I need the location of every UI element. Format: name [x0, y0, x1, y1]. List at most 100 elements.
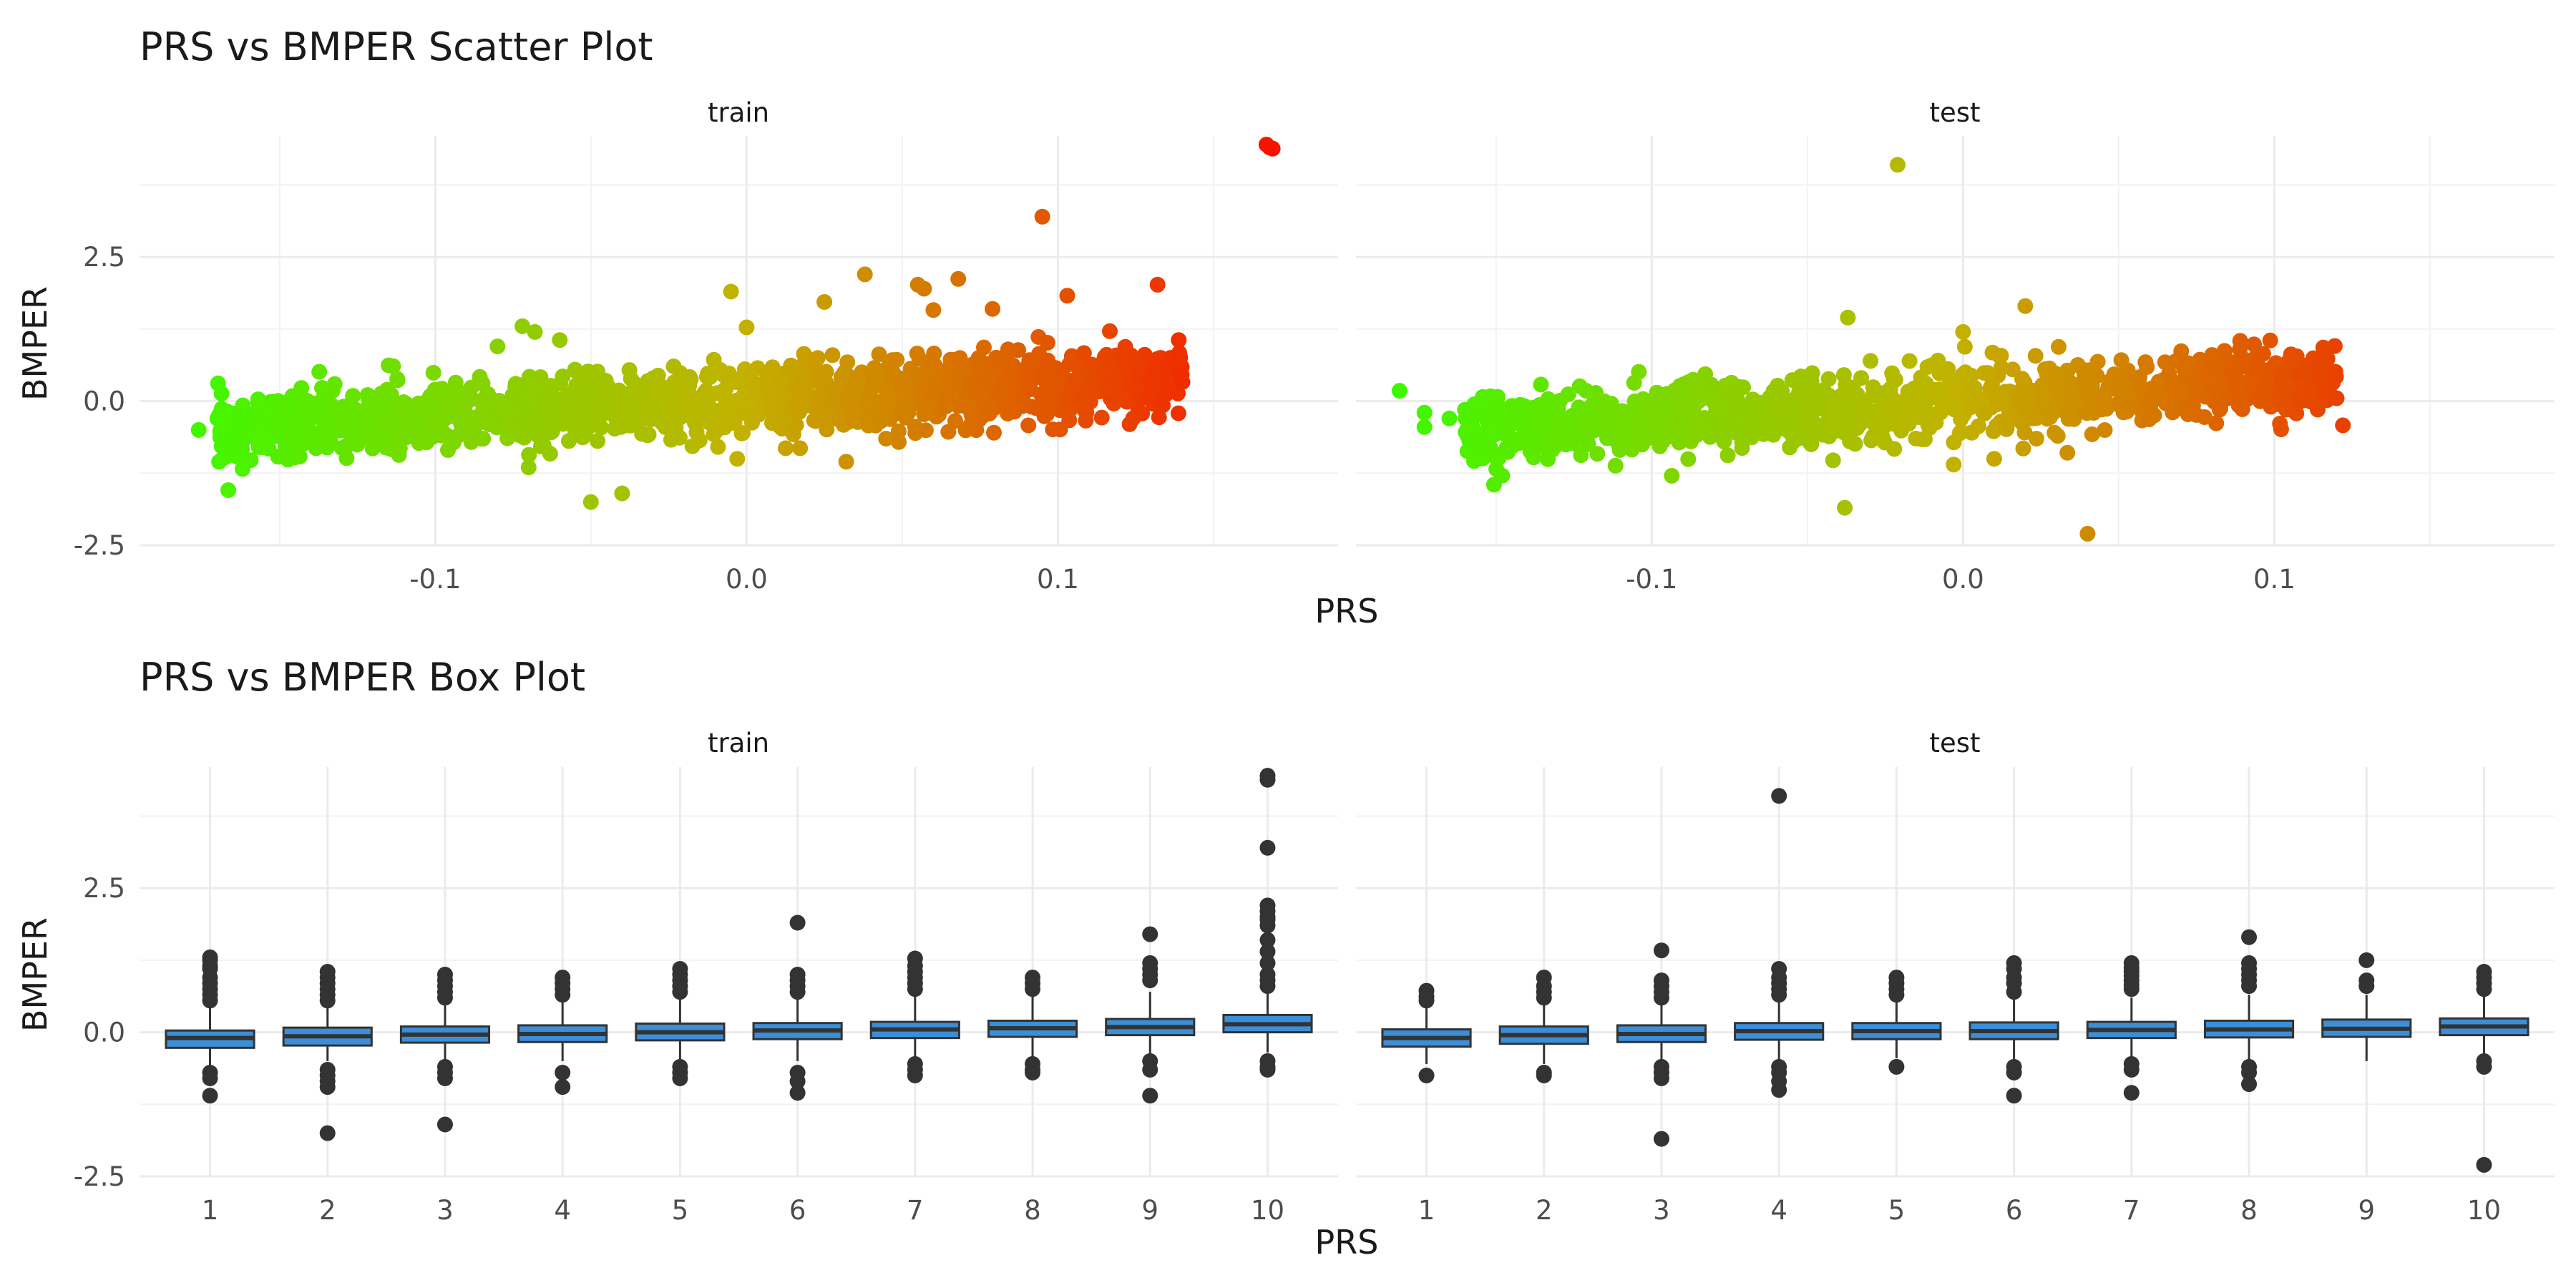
scatter-point — [1824, 403, 1840, 419]
scatter-point — [190, 421, 207, 438]
scatter-point — [439, 428, 456, 444]
scatter-point — [1140, 390, 1156, 406]
scatter-point — [1006, 404, 1023, 420]
box-outlier — [1418, 1068, 1435, 1083]
scatter-point — [619, 417, 635, 434]
scatter-point — [1441, 410, 1458, 426]
scatter-point — [474, 375, 491, 391]
scatter-point — [871, 346, 887, 363]
scatter-point — [739, 394, 756, 411]
scatter-point — [857, 266, 873, 283]
scatter-point — [1791, 384, 1807, 400]
scatter-point — [2210, 380, 2227, 396]
x-tick-label: 4 — [554, 1195, 571, 1226]
scatter-point — [1770, 402, 1785, 418]
box-outlier — [2006, 984, 2022, 1000]
scatter-point — [2141, 411, 2157, 427]
scatter-panel-train: -0.1 0.0 0.1 -2.5 0.0 2.5 — [74, 136, 1338, 595]
scatter-point — [1148, 360, 1163, 376]
scatter-point — [268, 419, 285, 436]
scatter-point — [1039, 335, 1055, 351]
x-tick-label: 9 — [1141, 1195, 1158, 1226]
scatter-point — [1059, 288, 1075, 304]
scatter-point — [291, 449, 308, 465]
scatter-point — [1151, 409, 1167, 426]
scatter-point — [1631, 364, 1647, 380]
x-tick-label: -0.1 — [1626, 564, 1677, 595]
scatter-point — [947, 413, 963, 429]
scatter-point — [1716, 433, 1732, 449]
scatter-point — [1113, 351, 1129, 367]
scatter-point — [1034, 208, 1050, 225]
scatter-point — [1886, 441, 1903, 457]
x-tick-label: 7 — [2123, 1195, 2140, 1226]
scatter-point — [640, 426, 657, 443]
scatter-point — [1913, 369, 1929, 386]
scatter-point — [873, 413, 889, 429]
scatter-point — [1971, 391, 1988, 407]
x-tick-label: 1 — [202, 1195, 219, 1226]
scatter-point — [718, 394, 734, 409]
scatter-point — [1609, 412, 1626, 429]
scatter-point — [1631, 415, 1647, 431]
scatter-point — [1099, 350, 1116, 366]
x-tick-label: 6 — [789, 1195, 806, 1226]
scatter-point — [312, 410, 328, 426]
scatter-point — [1911, 402, 1928, 419]
box-outlier — [2476, 1156, 2492, 1173]
scatter-point — [209, 410, 225, 426]
x-tick-label: 3 — [1653, 1195, 1670, 1226]
scatter-point — [729, 451, 746, 467]
scatter-point — [770, 412, 786, 429]
scatter-point — [941, 388, 957, 404]
box-outlier — [436, 1070, 453, 1086]
scatter-point — [419, 434, 435, 451]
scatter-point — [360, 389, 376, 406]
scatter-point — [1840, 395, 1857, 411]
box-outlier — [2123, 981, 2140, 997]
scatter-point — [2263, 399, 2279, 415]
scatter-point — [660, 389, 677, 406]
scatter-point — [2326, 338, 2343, 354]
scatter-point — [425, 364, 441, 381]
scatter-point — [576, 410, 592, 426]
box-outlier — [555, 1065, 571, 1080]
scatter-point — [1575, 411, 1591, 427]
scatter-point — [251, 436, 267, 453]
box-outlier — [1259, 943, 1276, 960]
scatter-point — [2273, 421, 2289, 437]
scatter-point — [1957, 364, 1974, 381]
scatter-point — [1560, 386, 1576, 402]
scatter-point — [2199, 369, 2215, 385]
scatter-point — [514, 318, 531, 334]
scatter-y-axis-label: BMPER — [16, 286, 54, 401]
scatter-point — [1946, 401, 1963, 418]
scatter-point — [952, 354, 968, 371]
box-outlier — [907, 981, 923, 997]
scatter-point — [1264, 140, 1281, 157]
scatter-point — [326, 376, 343, 392]
box-outlier — [907, 1068, 923, 1083]
scatter-point — [941, 372, 957, 389]
scatter-point — [838, 454, 854, 470]
scatter-point — [1093, 409, 1110, 426]
scatter-point — [1802, 392, 1818, 409]
scatter-point — [2034, 377, 2051, 394]
scatter-point — [1778, 421, 1795, 438]
box-outlier — [2123, 1085, 2140, 1101]
scatter-point — [1875, 429, 1891, 446]
scatter-point — [2097, 422, 2113, 438]
scatter-point — [1607, 457, 1624, 474]
x-tick-label: 5 — [1888, 1195, 1906, 1226]
x-tick-label: 4 — [1770, 1195, 1787, 1226]
scatter-point — [238, 406, 253, 423]
scatter-point — [582, 494, 599, 510]
scatter-point — [552, 332, 568, 348]
scatter-point — [1875, 409, 1891, 425]
y-tick-label: 2.5 — [83, 242, 125, 273]
scatter-point — [1674, 393, 1691, 409]
scatter-point — [2255, 376, 2271, 392]
scatter-point — [389, 371, 406, 387]
scatter-point — [2079, 384, 2095, 401]
